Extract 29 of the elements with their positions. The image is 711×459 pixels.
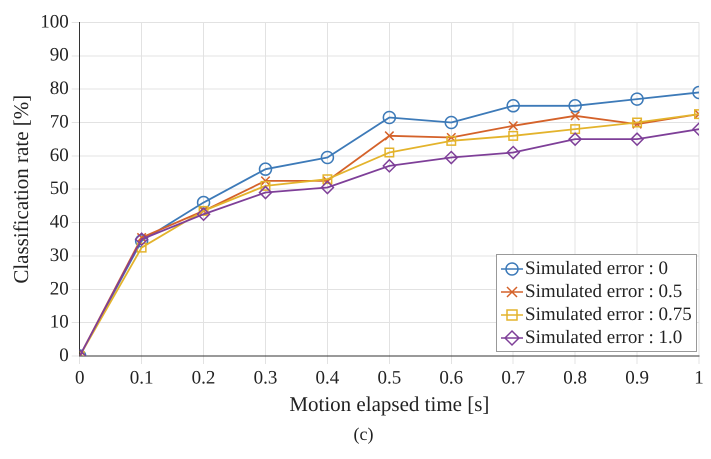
legend-label: Simulated error : 0.75 [525, 303, 692, 326]
legend-label: Simulated error : 0.5 [525, 280, 682, 303]
y-tick-label: 90 [50, 44, 69, 66]
y-tick-label: 40 [50, 212, 69, 233]
y-tick-label: 10 [50, 312, 69, 333]
y-tick-label: 100 [40, 11, 69, 32]
y-tick-label: 60 [50, 144, 69, 166]
y-tick-label: 0 [59, 344, 69, 366]
y-tick-label: 30 [50, 244, 69, 266]
y-tick-label: 70 [50, 111, 69, 132]
x-tick-label: 0 [74, 367, 84, 388]
x-tick-label: 0.6 [439, 367, 464, 388]
x-tick-label: 0.3 [254, 367, 278, 388]
y-tick-label: 20 [50, 278, 69, 300]
x-tick-label: 0.1 [130, 367, 154, 388]
x-tick-label: 0.8 [563, 367, 588, 388]
x-tick-label: 0.7 [501, 367, 526, 388]
x-axis-title: Motion elapsed time [s] [289, 392, 490, 416]
x-tick-label: 0.4 [316, 367, 340, 388]
y-tick-label: 50 [50, 178, 69, 200]
legend-label: Simulated error : 0 [525, 257, 668, 280]
x-tick-label: 0.9 [625, 367, 649, 388]
text: (c) [352, 424, 374, 445]
y-tick-label: 80 [50, 78, 69, 100]
x-tick-label: 0.5 [377, 367, 402, 388]
y-axis-title: Classification rate [%] [9, 94, 34, 284]
x-tick-label: 0.2 [192, 367, 216, 388]
x-tick-label: 1 [694, 367, 704, 388]
legend-label: Simulated error : 1.0 [525, 326, 682, 349]
